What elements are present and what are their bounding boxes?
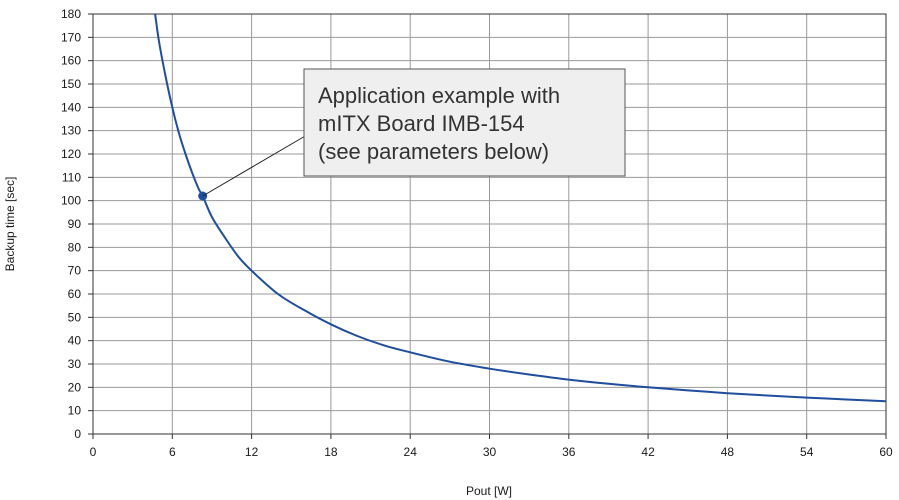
callout-leader-line [202,131,313,197]
y-tick-label: 40 [68,334,82,348]
y-tick-label: 30 [68,357,82,371]
x-tick-label: 30 [483,445,497,459]
y-tick-label: 170 [61,30,81,44]
x-tick-label: 54 [800,445,814,459]
callout-line-2: mITX Board IMB-154 [318,111,525,136]
x-axis-title: Pout [W] [466,484,512,498]
x-tick-label: 42 [641,445,655,459]
x-tick-label: 48 [721,445,735,459]
x-tick-label: 6 [169,445,176,459]
x-tick-label: 60 [879,445,893,459]
x-tick-labels: 0 6 12 18 24 30 36 42 48 54 60 [90,434,893,459]
x-tick-label: 12 [245,445,259,459]
y-tick-label: 140 [61,100,81,114]
callout-line-1: Application example with [318,83,560,108]
y-tick-label: 80 [68,240,82,254]
callout-box [303,68,626,177]
y-tick-label: 160 [61,54,81,68]
series-line [154,13,887,403]
y-tick-label: 180 [61,7,81,21]
y-tick-label: 20 [68,380,82,394]
y-tick-label: 60 [68,287,82,301]
y-tick-label: 90 [68,217,82,231]
y-tick-label: 10 [68,404,82,418]
y-tick-label: 150 [61,77,81,91]
y-tick-labels: 0 10 20 30 40 50 60 70 80 90 100 110 120 130 140 150 160… [61,7,93,441]
x-tick-label: 0 [90,445,97,459]
y-tick-label: 0 [74,427,81,441]
y-tick-label: 100 [61,194,81,208]
x-tick-label: 18 [324,445,338,459]
callout-line-3: (see parameters below) [318,139,549,164]
plot-frame [92,13,887,435]
y-tick-label: 120 [61,147,81,161]
x-tick-label: 36 [562,445,576,459]
y-tick-label: 130 [61,124,81,138]
annotation: Application example with mITX Board IMB-… [202,68,626,197]
y-tick-label: 70 [68,264,82,278]
x-tick-label: 24 [404,445,418,459]
y-tick-label: 50 [68,310,82,324]
y-tick-label: 110 [62,170,81,184]
y-axis-title: Backup time [sec] [3,177,17,272]
